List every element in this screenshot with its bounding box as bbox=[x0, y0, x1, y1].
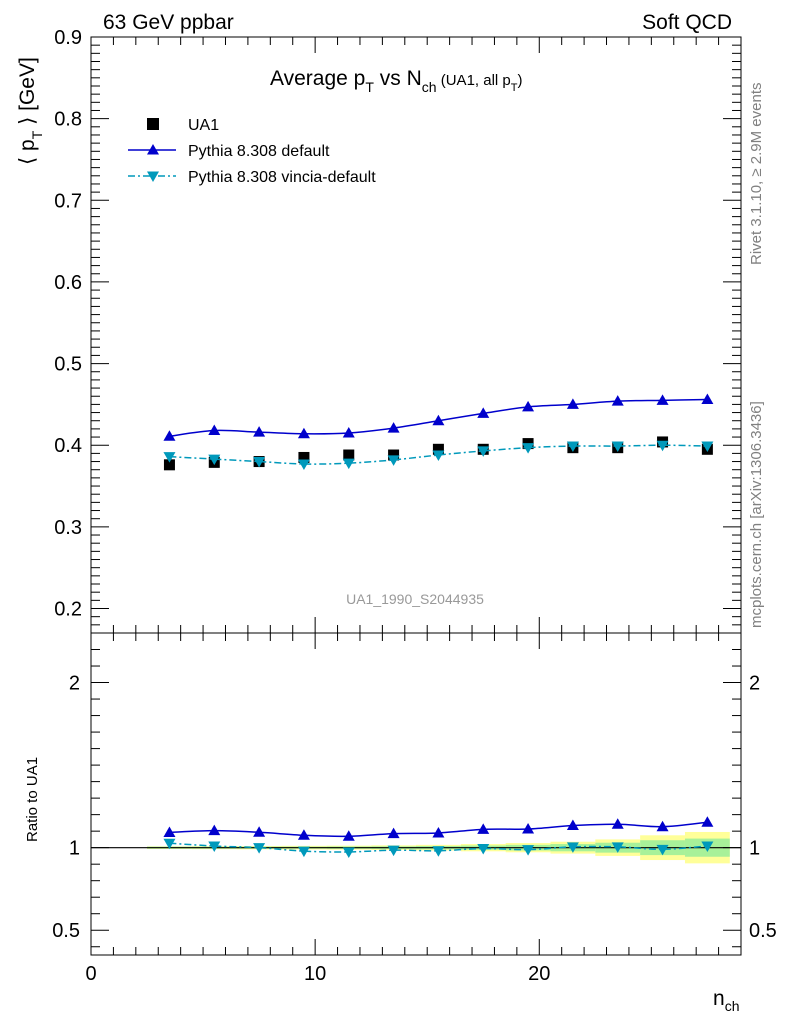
ua1-point bbox=[432, 443, 444, 455]
ua1-point bbox=[163, 459, 175, 471]
pythia-8-308-default-ratio-point bbox=[163, 826, 176, 837]
pythia-8-308-vincia-default-point bbox=[432, 450, 445, 462]
y-tick-label: 0.7 bbox=[54, 190, 82, 212]
ratio-tick-label-left: 0.5 bbox=[52, 920, 80, 942]
pythia-8-308-vincia-default-ratio-point bbox=[566, 842, 579, 853]
header-right-label: Soft QCD bbox=[642, 11, 732, 34]
pythia-8-308-default-ratio-point bbox=[566, 819, 579, 831]
pythia-8-308-default-ratio-point bbox=[297, 829, 310, 840]
pythia-8-308-default-point bbox=[253, 426, 266, 437]
x-axis-label: nch bbox=[713, 987, 739, 1014]
y-axis-label: ⟨ pT ⟩ [GeV] bbox=[16, 57, 45, 165]
pythia-8-308-vincia-default-point bbox=[387, 455, 400, 466]
ratio-y-axis-label: Ratio to UA1 bbox=[24, 757, 41, 842]
chart-title: Average pT vs Nch (UA1, all pT) bbox=[270, 67, 523, 95]
ratio-tick-label-right: 0.5 bbox=[749, 920, 777, 942]
pythia-8-308-vincia-default-point bbox=[342, 458, 355, 470]
header-left-label: 63 GeV ppbar bbox=[103, 11, 234, 34]
pythia-8-308-default-ratio-point bbox=[253, 826, 266, 837]
rivet-side-label: Rivet 3.1.10, ≥ 2.9M events bbox=[748, 83, 765, 266]
pythia-8-308-default-point bbox=[522, 400, 535, 412]
pythia-8-308-vincia-default-ratio-point bbox=[387, 845, 400, 857]
pythia-8-308-vincia-default-point bbox=[656, 440, 669, 452]
pythia-8-308-vincia-default-point bbox=[208, 454, 221, 466]
pythia-8-308-default-ratio-point bbox=[656, 820, 669, 832]
ratio-plot-frame bbox=[90, 632, 742, 956]
legend-marker-pythia-8-308-default bbox=[147, 144, 159, 155]
pythia-8-308-default-point bbox=[611, 395, 624, 406]
legend-label-pythia-8-308-default: Pythia 8.308 default bbox=[188, 143, 330, 160]
y-tick-label: 0.2 bbox=[54, 599, 82, 621]
pythia-8-308-default-ratio-point bbox=[522, 823, 535, 834]
pythia-8-308-default-point bbox=[566, 398, 579, 409]
ratio-tick-label-right: 2 bbox=[749, 673, 760, 695]
pythia-8-308-vincia-default-ratio-point bbox=[701, 841, 714, 853]
pythia-8-308-vincia-default-ratio-point bbox=[297, 846, 310, 858]
analysis-id-label: UA1_1990_S2044935 bbox=[346, 591, 484, 607]
pythia-8-308-default-point bbox=[208, 424, 221, 436]
pythia-8-308-default-point bbox=[656, 394, 669, 405]
pythia-8-308-vincia-default-point bbox=[477, 446, 490, 457]
pythia-8-308-vincia-default-point bbox=[163, 452, 176, 463]
pythia-8-308-default-ratio-point bbox=[208, 824, 221, 836]
pythia-8-308-vincia-default-ratio-point bbox=[342, 847, 355, 858]
pythia-8-308-default-ratio-point bbox=[701, 816, 714, 827]
pythia-8-308-default-ratio-point bbox=[477, 823, 490, 834]
pythia-8-308-vincia-default-point bbox=[297, 459, 310, 470]
pythia-8-308-default-point bbox=[297, 427, 310, 439]
ratio-tick-label-right: 1 bbox=[749, 838, 760, 860]
legend-marker-pythia-8-308-vincia-default bbox=[147, 171, 159, 182]
pythia-8-308-default-point bbox=[432, 414, 445, 426]
y-tick-label: 0.5 bbox=[54, 354, 82, 376]
pythia-8-308-default-point bbox=[477, 407, 490, 418]
pythia-8-308-vincia-default-point bbox=[253, 457, 266, 468]
y-tick-label: 0.3 bbox=[54, 517, 82, 539]
pythia-8-308-vincia-default-ratio-point bbox=[432, 846, 445, 857]
ratio-tick-label-left: 1 bbox=[69, 838, 80, 860]
ua1-point bbox=[388, 449, 400, 461]
pythia-8-308-default-point bbox=[387, 422, 400, 433]
pythia-8-308-vincia-default-ratio-point bbox=[656, 844, 669, 856]
ua1-point bbox=[298, 451, 310, 463]
y-tick-label: 0.4 bbox=[54, 435, 82, 457]
pythia-8-308-vincia-default-point bbox=[566, 441, 579, 453]
pythia-8-308-default-ratio-point bbox=[432, 826, 445, 838]
y-tick-label: 0.8 bbox=[54, 109, 82, 131]
pythia-8-308-vincia-default-point bbox=[701, 441, 714, 453]
pythia-8-308-vincia-default-point bbox=[522, 443, 535, 454]
pythia-8-308-default-ratio-point bbox=[611, 818, 624, 829]
x-tick-label: 10 bbox=[304, 963, 326, 985]
pythia-8-308-vincia-default-ratio-point bbox=[253, 843, 266, 854]
pythia-8-308-vincia-default-ratio-point bbox=[477, 843, 490, 855]
pythia-8-308-vincia-default-ratio-point bbox=[611, 842, 624, 853]
pythia-8-308-default-point bbox=[701, 393, 714, 404]
pythia-8-308-default-point bbox=[342, 426, 355, 438]
legend-label-ua1: UA1 bbox=[188, 117, 219, 134]
x-tick-label: 0 bbox=[85, 963, 96, 985]
pythia-8-308-default-point bbox=[163, 430, 176, 441]
mcplots-side-label: mcplots.cern.ch [arXiv:1306.3436] bbox=[748, 401, 765, 628]
pythia-8-308-vincia-default-ratio-point bbox=[522, 845, 535, 856]
y-tick-label: 0.9 bbox=[54, 27, 82, 49]
legend-marker-ua1 bbox=[147, 118, 159, 130]
pythia-8-308-default-ratio-point bbox=[342, 830, 355, 841]
y-tick-label: 0.6 bbox=[54, 272, 82, 294]
legend-label-pythia-8-308-vincia-default: Pythia 8.308 vincia-default bbox=[188, 169, 376, 186]
pythia-8-308-default-ratio-point bbox=[387, 827, 400, 839]
x-tick-label: 20 bbox=[528, 963, 550, 985]
pythia-8-308-vincia-default-ratio-point bbox=[208, 841, 221, 853]
pythia-8-308-vincia-default-point bbox=[611, 441, 624, 453]
pythia-8-308-vincia-default-ratio-point bbox=[163, 838, 176, 850]
ua1-point bbox=[343, 449, 355, 461]
ratio-tick-label-left: 2 bbox=[69, 673, 80, 695]
